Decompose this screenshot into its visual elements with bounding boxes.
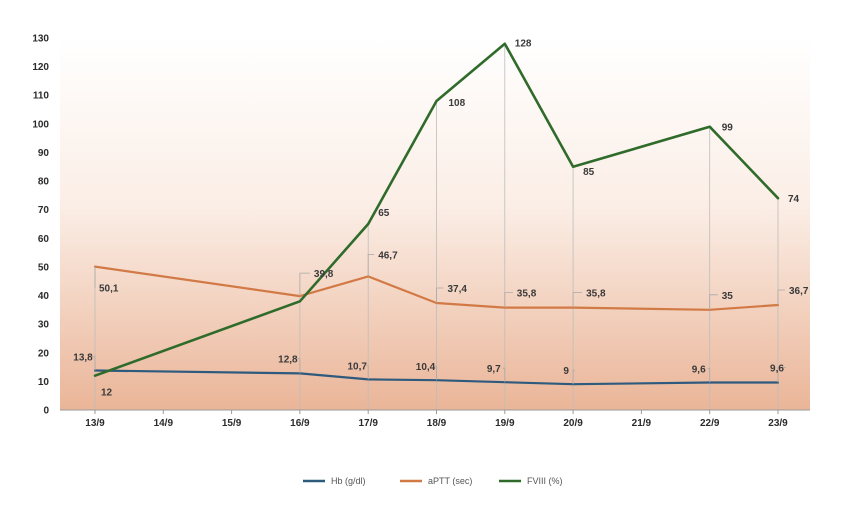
data-label: 9,7 xyxy=(487,364,501,375)
legend-label: FVIII (%) xyxy=(527,476,563,486)
data-label: 35,8 xyxy=(586,289,606,300)
data-label-leader xyxy=(296,357,301,374)
y-tick-label: 130 xyxy=(32,34,49,45)
x-tick-label: 20/9 xyxy=(563,418,583,429)
y-tick-label: 50 xyxy=(38,262,50,273)
data-label: 128 xyxy=(515,39,532,50)
legend-label: aPTT (sec) xyxy=(428,476,472,486)
y-tick-label: 30 xyxy=(38,320,50,331)
y-tick-label: 100 xyxy=(32,119,49,130)
data-label: 50,1 xyxy=(99,284,119,295)
series-line-hb xyxy=(93,369,780,386)
x-tick-label: 21/9 xyxy=(632,418,652,429)
data-label-leader xyxy=(572,292,583,308)
data-label: 99 xyxy=(722,123,734,134)
data-label: 85 xyxy=(583,167,595,178)
data-label-leader xyxy=(707,368,711,383)
legend-label: Hb (g/dl) xyxy=(331,476,366,486)
x-tick-label: 15/9 xyxy=(222,418,242,429)
series-line-fviii xyxy=(93,42,780,378)
data-label-leader xyxy=(92,356,96,371)
data-label-leader xyxy=(367,253,375,277)
y-tick-label: 110 xyxy=(33,91,50,102)
data-label-leader xyxy=(366,364,369,380)
data-label: 108 xyxy=(449,98,466,109)
data-label-leader xyxy=(572,369,576,385)
y-tick-label: 40 xyxy=(38,291,50,302)
data-label-leader xyxy=(709,294,718,310)
plot-area xyxy=(60,38,810,410)
y-tick-label: 20 xyxy=(38,348,50,359)
x-tick-label: 22/9 xyxy=(700,418,720,429)
data-label: 12,8 xyxy=(278,354,298,365)
y-tick-label: 80 xyxy=(38,177,50,188)
data-label-leader xyxy=(434,365,437,381)
x-tick-label: 23/9 xyxy=(768,418,788,429)
data-label-leader xyxy=(777,367,786,383)
data-label-leader xyxy=(777,289,785,305)
data-label: 74 xyxy=(788,194,800,205)
x-tick-label: 16/9 xyxy=(290,418,310,429)
data-label: 10,4 xyxy=(416,362,436,373)
data-label-leader xyxy=(299,272,310,297)
y-tick-label: 120 xyxy=(32,62,49,73)
data-label: 39,8 xyxy=(314,269,334,280)
data-label: 65 xyxy=(378,208,390,219)
data-label: 36,7 xyxy=(789,286,809,297)
data-label: 10,7 xyxy=(347,361,367,372)
data-label-leader xyxy=(504,292,513,308)
series-line-aptt xyxy=(93,265,780,311)
x-tick-label: 13/9 xyxy=(85,418,105,429)
x-tick-label: 14/9 xyxy=(154,418,174,429)
data-label-leader xyxy=(502,367,506,383)
data-label: 37,4 xyxy=(448,284,468,295)
data-label: 9,6 xyxy=(692,365,706,376)
data-label: 9,6 xyxy=(770,364,784,375)
data-label: 46,7 xyxy=(378,250,398,261)
y-tick-label: 0 xyxy=(43,406,49,417)
y-tick-label: 90 xyxy=(38,148,50,159)
data-label: 12 xyxy=(101,388,113,399)
x-tick-label: 17/9 xyxy=(358,418,378,429)
y-tick-label: 70 xyxy=(38,205,50,216)
y-tick-label: 60 xyxy=(38,234,50,245)
x-tick-label: 18/9 xyxy=(427,418,447,429)
data-label: 13,8 xyxy=(73,353,93,364)
data-label: 9 xyxy=(563,366,569,377)
data-label: 35,8 xyxy=(517,289,537,300)
data-label: 35 xyxy=(722,291,734,302)
x-tick-label: 19/9 xyxy=(495,418,515,429)
data-label-leader xyxy=(436,287,444,303)
y-tick-label: 10 xyxy=(38,377,50,388)
